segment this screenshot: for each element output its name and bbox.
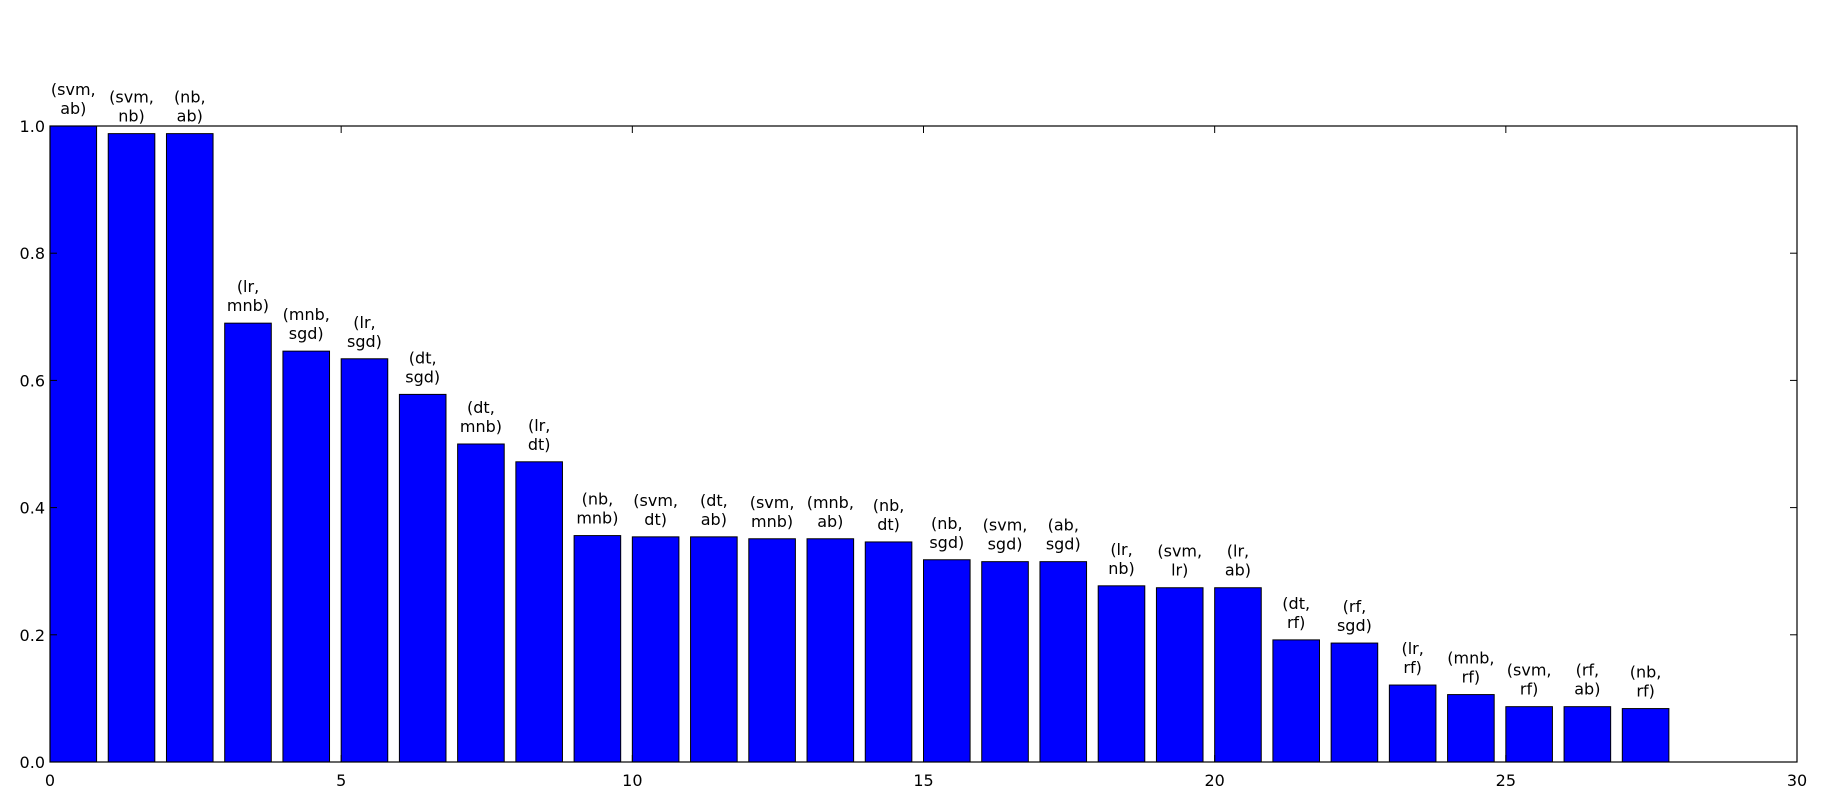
bar-25 <box>1505 706 1553 763</box>
bar-26 <box>1563 706 1612 763</box>
y-axis-tick-labels: 0.0 0.2 0.4 0.6 0.8 1.0 <box>20 117 45 772</box>
bar-label-24: (mnb, rf) <box>1447 649 1494 687</box>
bar-16 <box>981 561 1029 763</box>
x-axis-tick-labels: 0 5 10 15 20 25 30 <box>45 771 1807 790</box>
bar-13 <box>806 538 855 763</box>
bar-label-15: (nb, sgd) <box>929 514 964 552</box>
y-tick-label-5: 1.0 <box>20 117 45 136</box>
y-tick-label-2: 0.4 <box>20 499 45 518</box>
bar-20 <box>1214 587 1262 763</box>
bar-7 <box>457 443 505 763</box>
bar-label-22: (rf, sgd) <box>1337 597 1372 635</box>
y-tick-label-3: 0.6 <box>20 371 45 390</box>
bar-5 <box>340 358 389 763</box>
bar-24 <box>1447 694 1495 763</box>
bar-22 <box>1330 642 1379 763</box>
bar-label-11: (dt, ab) <box>700 491 728 529</box>
bar-3 <box>224 322 272 763</box>
bars <box>49 125 1670 763</box>
bar-2 <box>165 133 214 763</box>
bar-17 <box>1039 561 1088 763</box>
bar-label-16: (svm, sgd) <box>983 516 1028 554</box>
bar-label-20: (lr, ab) <box>1225 542 1251 580</box>
bar-0 <box>49 125 98 763</box>
bar-12 <box>748 538 796 763</box>
y-tick-label-4: 0.8 <box>20 244 45 263</box>
bar-label-9: (nb, mnb) <box>576 490 618 528</box>
bar-label-21: (dt, rf) <box>1282 594 1310 632</box>
bar-label-18: (lr, nb) <box>1108 540 1135 578</box>
bar-label-7: (dt, mnb) <box>460 398 502 436</box>
x-tick-label-3: 15 <box>913 771 933 790</box>
bar-10 <box>631 536 680 763</box>
bar-labels: (svm, ab) (svm, nb) (nb, ab) (lr, mnb) (mnb, sgd)… <box>51 80 1661 701</box>
bar-label-17: (ab, sgd) <box>1046 516 1081 554</box>
bar-label-4: (mnb, sgd) <box>283 305 330 343</box>
bar-label-1: (svm, nb) <box>109 88 154 126</box>
bar-6 <box>398 393 447 763</box>
bar-21 <box>1272 639 1320 763</box>
y-tick-label-0: 0.0 <box>20 753 45 772</box>
bar-label-19: (svm, lr) <box>1157 542 1202 580</box>
bar-label-10: (svm, dt) <box>633 491 678 529</box>
x-tick-label-4: 20 <box>1204 771 1224 790</box>
bar-23 <box>1388 684 1437 763</box>
bar-label-0: (svm, ab) <box>51 80 96 118</box>
bar-label-27: (nb, rf) <box>1630 663 1662 701</box>
axis-ticks <box>49 125 1798 763</box>
bar-8 <box>515 461 563 763</box>
bar-label-8: (lr, dt) <box>528 416 551 454</box>
y-tick-label-1: 0.2 <box>20 626 45 645</box>
bar-label-6: (dt, sgd) <box>405 348 440 386</box>
x-tick-label-1: 5 <box>336 771 346 790</box>
bar-27 <box>1621 708 1670 763</box>
bar-14 <box>864 541 913 763</box>
bar-label-13: (mnb, ab) <box>807 493 854 531</box>
x-tick-label-6: 30 <box>1787 771 1807 790</box>
bar-11 <box>690 536 738 763</box>
bar-18 <box>1097 585 1146 763</box>
bar-label-3: (lr, mnb) <box>227 277 269 315</box>
bar-4 <box>282 350 331 763</box>
bar-label-23: (lr, rf) <box>1401 639 1423 677</box>
bar-1 <box>107 133 156 763</box>
x-tick-label-5: 25 <box>1496 771 1516 790</box>
x-tick-label-0: 0 <box>45 771 55 790</box>
bar-label-25: (svm, rf) <box>1507 661 1552 699</box>
bar-label-14: (nb, dt) <box>873 496 905 534</box>
bar-label-5: (lr, sgd) <box>347 313 382 351</box>
bar-label-12: (svm, mnb) <box>750 493 795 531</box>
bar-15 <box>923 559 971 763</box>
bar-9 <box>573 535 622 763</box>
bar-label-2: (nb, ab) <box>174 88 206 126</box>
bar-label-26: (rf, ab) <box>1574 661 1600 699</box>
x-tick-label-2: 10 <box>622 771 642 790</box>
bar-19 <box>1155 587 1204 763</box>
